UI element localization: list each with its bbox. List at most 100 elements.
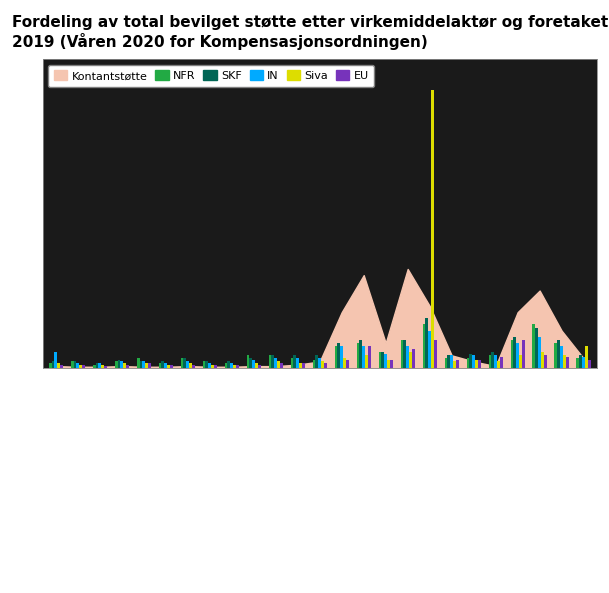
Bar [368, 346, 371, 368]
Bar [258, 365, 261, 368]
Bar [384, 354, 387, 368]
Bar [230, 363, 233, 368]
Bar [403, 340, 406, 368]
Bar [381, 352, 384, 368]
Bar [71, 362, 74, 368]
Bar [57, 363, 60, 368]
Bar [426, 318, 428, 368]
Bar [516, 343, 519, 368]
Bar [321, 362, 324, 368]
Bar [208, 363, 211, 368]
Bar [359, 340, 362, 368]
Bar [500, 357, 503, 368]
Bar [52, 362, 54, 368]
Bar [143, 362, 145, 368]
Bar [497, 362, 500, 368]
Bar [290, 358, 294, 368]
Bar [491, 352, 495, 368]
Bar [192, 365, 195, 368]
Bar [228, 362, 230, 368]
Bar [365, 355, 368, 368]
Bar [277, 362, 280, 368]
Bar [541, 352, 544, 368]
Bar [272, 355, 274, 368]
Bar [431, 90, 434, 368]
Bar [297, 358, 299, 368]
Bar [472, 355, 475, 368]
Bar [203, 362, 205, 368]
Bar [475, 360, 478, 368]
Bar [294, 355, 297, 368]
Bar [274, 358, 277, 368]
Bar [79, 365, 82, 368]
Bar [324, 363, 327, 368]
Bar [99, 363, 101, 368]
Bar [302, 363, 305, 368]
Bar [189, 363, 192, 368]
Bar [74, 362, 76, 368]
Bar [434, 340, 437, 368]
Bar [96, 363, 99, 368]
Bar [346, 360, 349, 368]
Bar [214, 365, 217, 368]
Bar [164, 363, 167, 368]
Bar [121, 362, 123, 368]
Bar [557, 340, 560, 368]
Bar [334, 346, 337, 368]
Bar [566, 357, 569, 368]
Bar [582, 357, 585, 368]
Bar [126, 365, 129, 368]
Bar [139, 362, 143, 368]
Bar [532, 324, 535, 368]
Bar [236, 365, 239, 368]
Bar [82, 365, 85, 368]
Bar [428, 331, 431, 368]
Bar [104, 366, 107, 368]
Bar [167, 365, 170, 368]
Bar [409, 352, 412, 368]
Bar [211, 365, 214, 368]
Bar [205, 362, 208, 368]
Bar [406, 346, 409, 368]
Bar [114, 362, 118, 368]
Bar [390, 360, 393, 368]
Bar [181, 358, 183, 368]
Bar [544, 355, 547, 368]
Bar [423, 324, 426, 368]
Bar [269, 355, 272, 368]
Bar [49, 363, 52, 368]
Bar [76, 363, 79, 368]
Bar [161, 362, 164, 368]
Bar [93, 365, 96, 368]
Bar [299, 363, 302, 368]
Bar [585, 346, 588, 368]
Bar [233, 365, 236, 368]
Bar [588, 360, 591, 368]
Bar [412, 349, 415, 368]
Bar [148, 363, 151, 368]
Bar [495, 355, 497, 368]
Bar [312, 360, 315, 368]
Bar [255, 363, 258, 368]
Bar [252, 360, 255, 368]
Bar [448, 355, 450, 368]
Bar [136, 358, 139, 368]
Bar [456, 360, 459, 368]
Bar [538, 337, 541, 368]
Bar [522, 340, 525, 368]
Bar [356, 343, 359, 368]
Bar [170, 365, 173, 368]
Bar [362, 346, 365, 368]
Bar [340, 346, 343, 368]
Bar [387, 360, 390, 368]
Bar [450, 355, 453, 368]
Bar [445, 358, 448, 368]
Bar [478, 360, 481, 368]
Bar [466, 358, 470, 368]
Text: 2019 (Våren 2020 for Kompensasjonsordningen): 2019 (Våren 2020 for Kompensasjonsordnin… [12, 33, 428, 50]
Bar [183, 358, 186, 368]
Bar [513, 337, 516, 368]
Bar [470, 354, 472, 368]
Text: Fordeling av total bevilget støtte etter virkemiddelaktør og foretakets hovednær: Fordeling av total bevilget støtte etter… [12, 15, 609, 30]
Bar [577, 358, 579, 368]
